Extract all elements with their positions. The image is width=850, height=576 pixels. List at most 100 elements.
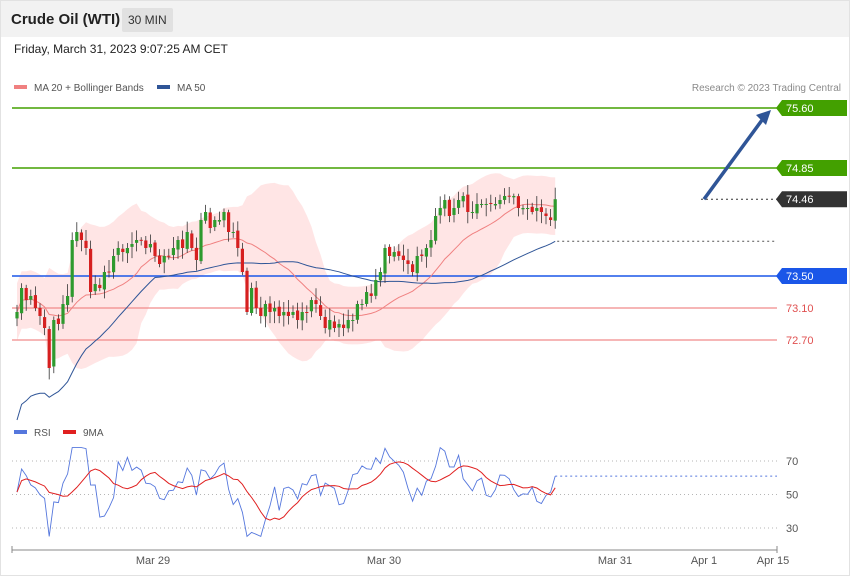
candle — [282, 302, 286, 327]
level-tag-73.50: 73.50 — [776, 268, 847, 284]
candle-body — [277, 306, 281, 316]
candle — [360, 299, 364, 311]
rsi-9ma-line — [16, 461, 556, 521]
legend-label-ma50: MA 50 — [177, 83, 206, 94]
candle-body — [503, 196, 507, 200]
candle-body — [75, 232, 79, 242]
candle-body — [204, 212, 208, 221]
candle-body — [273, 308, 277, 312]
candle — [208, 207, 212, 234]
candle-body — [190, 233, 194, 248]
candle-body — [429, 240, 433, 248]
candle-body — [392, 252, 396, 257]
candle — [286, 299, 290, 325]
candle-body — [144, 240, 148, 248]
candle — [420, 249, 424, 262]
candle — [429, 230, 433, 257]
candle-body — [89, 248, 93, 292]
candle — [457, 191, 461, 215]
candle-body — [84, 240, 88, 248]
candle-body — [346, 320, 350, 329]
candle-body — [66, 296, 70, 306]
candle-body — [535, 208, 539, 211]
level-tag-75.60: 75.60 — [776, 100, 847, 116]
candle-body — [227, 212, 231, 232]
candle-body — [475, 204, 479, 214]
candle — [139, 237, 143, 246]
time-axis-label: Mar 29 — [136, 555, 170, 567]
candle — [250, 282, 254, 316]
candle — [351, 313, 355, 332]
candle-body — [61, 304, 65, 324]
candle-body — [443, 200, 447, 209]
candle-body — [213, 220, 217, 228]
candle — [378, 267, 382, 287]
candle — [47, 326, 51, 380]
candle — [33, 286, 37, 312]
candle — [489, 194, 493, 212]
candle — [15, 304, 19, 327]
candle — [236, 221, 240, 257]
candle-body — [52, 320, 56, 367]
candle-body — [194, 247, 198, 260]
candle-body — [208, 212, 212, 228]
level-tag-74.46: 74.46 — [776, 191, 847, 208]
ma20-line — [16, 203, 556, 317]
candle-body — [125, 248, 129, 254]
level-tag-label: 74.46 — [786, 194, 814, 206]
candle — [213, 216, 217, 232]
candle-body — [489, 202, 493, 204]
candle — [438, 196, 442, 224]
candle-body — [424, 248, 428, 257]
interval-button[interactable]: 30 MIN — [122, 8, 173, 32]
candle-body — [549, 217, 553, 220]
candle — [503, 188, 507, 205]
candle-body — [181, 239, 185, 248]
candle-body — [383, 248, 387, 274]
candle-body — [47, 329, 51, 368]
candle — [424, 244, 428, 268]
rsi-legend-swatch-rsi — [14, 430, 27, 434]
candle-body — [102, 272, 106, 290]
candle — [314, 288, 318, 313]
ma50-line — [16, 240, 556, 421]
candle — [217, 211, 221, 225]
candle-body — [56, 318, 60, 324]
candle — [70, 232, 74, 303]
candle — [521, 204, 525, 215]
candle — [300, 302, 304, 331]
candle-body — [70, 240, 74, 297]
candle — [539, 199, 543, 224]
candle — [475, 193, 479, 220]
candle-body — [286, 311, 290, 316]
candle — [305, 305, 309, 323]
candle — [493, 197, 497, 210]
candle — [93, 275, 97, 295]
candle-body — [512, 196, 516, 198]
candle — [199, 212, 203, 265]
level-tag-box — [776, 268, 847, 284]
candle — [365, 286, 369, 307]
candle — [447, 196, 451, 223]
candle-body — [29, 296, 33, 300]
candle — [415, 246, 419, 282]
candle-body — [116, 248, 120, 255]
candle-body — [263, 304, 267, 317]
candle — [162, 249, 166, 274]
candle-body — [434, 216, 438, 241]
candle-body — [374, 280, 378, 296]
candle — [388, 244, 392, 264]
candle — [227, 209, 231, 242]
candle — [530, 202, 534, 215]
candle-body — [245, 270, 249, 312]
candle-body — [217, 220, 221, 222]
candle-body — [268, 303, 272, 312]
candle-body — [342, 324, 346, 328]
time-axis-label: Mar 30 — [367, 555, 401, 567]
candle — [112, 248, 116, 279]
candle — [498, 194, 502, 209]
candle-body — [360, 304, 364, 305]
candle — [406, 248, 410, 275]
candle-body — [79, 232, 83, 240]
